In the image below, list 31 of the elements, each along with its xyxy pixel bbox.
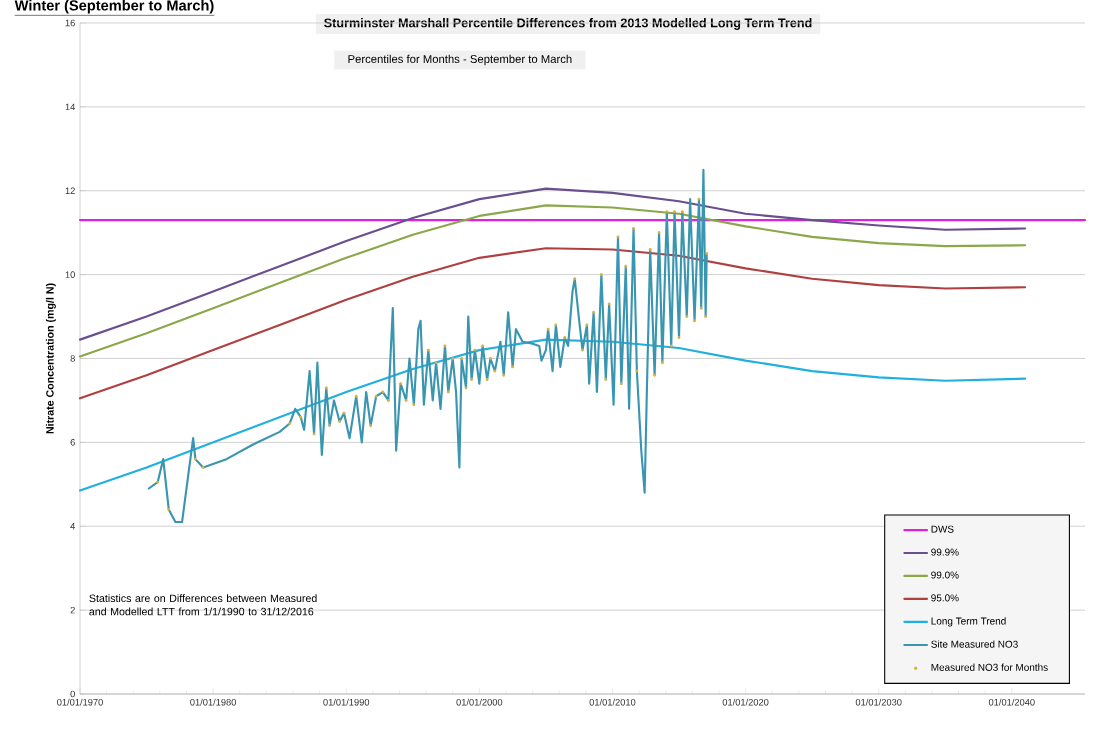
y-axis-title: Nitrate Concentration (mg/l N): [45, 283, 56, 434]
line-series: [78, 187, 1027, 341]
x-tick-label: 01/01/1980: [190, 698, 237, 706]
chart-title: Sturminster Marshall Percentile Differences from 2013 Modelled Long Term Trend: [324, 18, 812, 30]
y-tick-label: 8: [70, 355, 75, 362]
legend-label: Site Measured NO3: [931, 640, 1018, 648]
x-tick-label: 01/01/1990: [323, 698, 370, 706]
x-tick-label: 01/01/1970: [57, 698, 103, 706]
legend-label: 99.0%: [931, 571, 959, 579]
y-tick-label: 6: [70, 439, 75, 446]
y-tick-label: 10: [65, 271, 75, 278]
y-tick-label: 2: [70, 606, 75, 614]
legend-label: Long Term Trend: [931, 617, 1006, 627]
x-tick-label: 01/01/2040: [988, 698, 1035, 706]
y-tick-label: 4: [70, 523, 76, 530]
line-series: [78, 247, 1027, 400]
x-tick-label: 01/01/2030: [855, 698, 902, 706]
legend-label: DWS: [931, 525, 954, 533]
x-tick-label: 01/01/2020: [722, 698, 769, 706]
y-tick-label: 16: [65, 19, 75, 27]
legend-label: 99.9%: [931, 548, 959, 556]
legend-label: 95.0%: [931, 594, 959, 602]
x-tick-label: 01/01/2010: [589, 698, 636, 706]
text: Winter (September to March): [14, 0, 214, 14]
annotation: Statistics are on Differences between Measured and Modelled LTT from 1/1/1990 to 31/12/2016: [89, 594, 317, 616]
x-tick-label: 01/01/2000: [456, 698, 503, 706]
legend-label: Measured NO3 for Months: [931, 663, 1048, 671]
text: Percentiles for Months - September to March: [348, 54, 572, 66]
y-tick-label: 0: [70, 690, 75, 698]
y-tick-label: 12: [65, 187, 75, 194]
y-tick-label: 14: [65, 103, 76, 111]
